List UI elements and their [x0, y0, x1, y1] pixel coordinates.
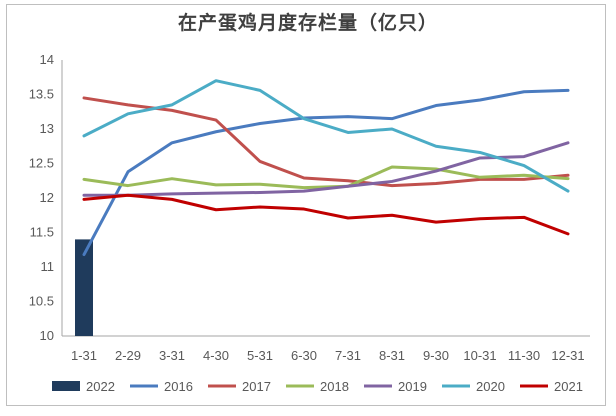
bar-2022 [75, 239, 93, 336]
x-tick-label: 3-31 [159, 348, 185, 363]
x-tick-label: 12-31 [551, 348, 584, 363]
x-tick-label: 6-30 [291, 348, 317, 363]
series-line-2021 [82, 193, 570, 236]
x-tick-label: 8-31 [379, 348, 405, 363]
x-tick-label: 2-29 [115, 348, 141, 363]
x-tick-label: 9-30 [423, 348, 449, 363]
y-tick-label: 10 [40, 328, 54, 343]
series-line-2016 [82, 88, 570, 257]
y-tick-label: 13 [40, 121, 54, 136]
y-tick-label: 11.5 [30, 225, 54, 240]
series-line-2019 [82, 141, 570, 197]
x-tick-label: 4-30 [203, 348, 229, 363]
y-tick-label: 11 [41, 259, 55, 274]
legend-label-2016: 2016 [164, 379, 193, 394]
x-tick-label: 10-31 [463, 348, 496, 363]
legend-label-2021: 2021 [554, 379, 583, 394]
x-tick-label: 7-31 [335, 348, 361, 363]
series-line-2018 [82, 165, 570, 190]
x-tick-label: 5-31 [247, 348, 273, 363]
y-tick-label: 12.5 [29, 156, 54, 171]
series-line-2017 [82, 96, 570, 188]
legend-label-2020: 2020 [476, 379, 505, 394]
chart-frame [6, 4, 606, 406]
series-line-2020 [82, 79, 570, 193]
legend-label-2019: 2019 [398, 379, 427, 394]
legend-label-2022: 2022 [86, 379, 115, 394]
y-tick-label: 10.5 [29, 294, 54, 309]
y-tick-label: 14 [40, 52, 54, 67]
x-tick-label: 1-31 [71, 348, 97, 363]
y-tick-label: 12 [40, 190, 54, 205]
chart-title: 在产蛋鸡月度存栏量（亿只） [177, 12, 438, 34]
legend-label-2017: 2017 [242, 379, 271, 394]
y-tick-label: 13.5 [29, 87, 54, 102]
legend-label-2018: 2018 [320, 379, 349, 394]
x-tick-label: 11-30 [508, 348, 540, 363]
legend-swatch-2022 [52, 381, 80, 391]
